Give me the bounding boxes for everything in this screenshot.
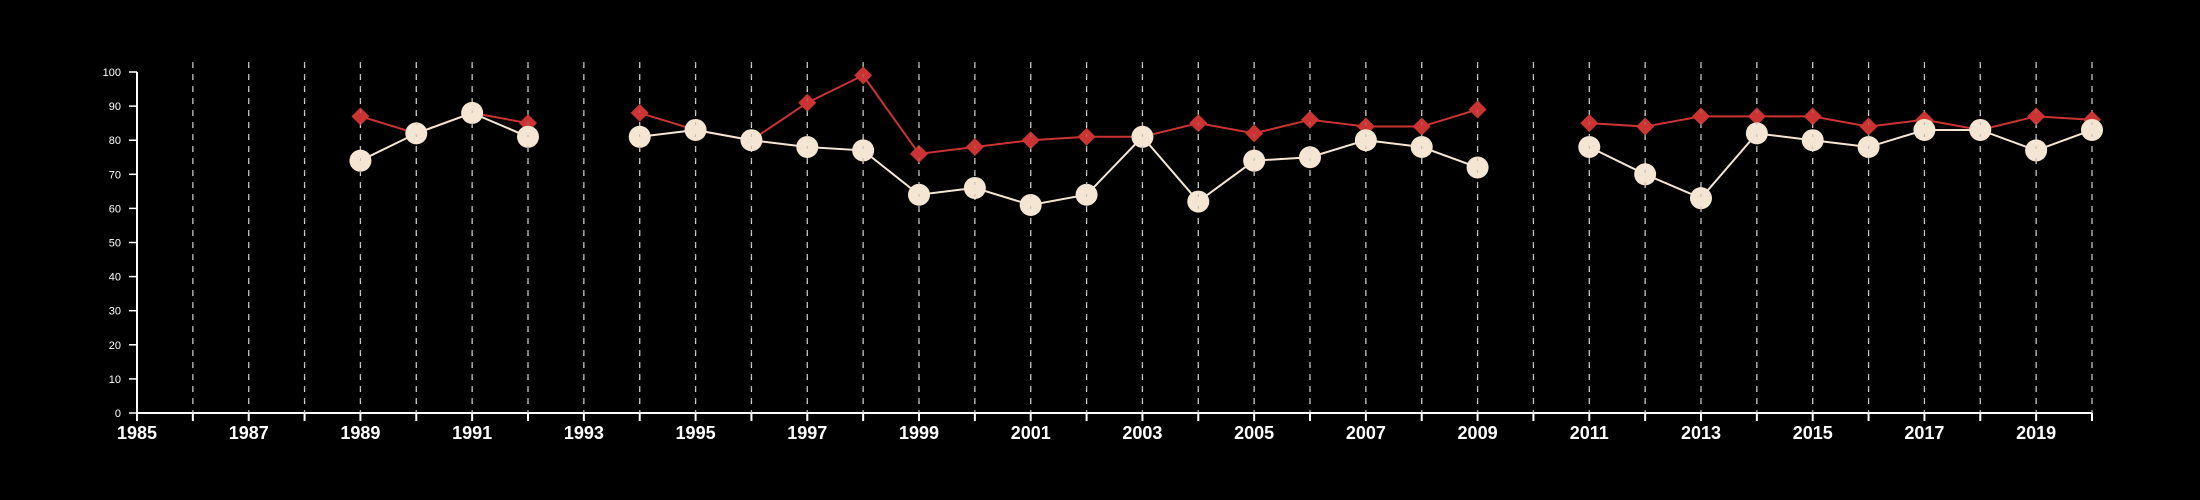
point-diamond-2001 xyxy=(1021,131,1040,150)
x-tick-label-2019: 2019 xyxy=(2016,423,2056,443)
x-tick-label-2007: 2007 xyxy=(1346,423,1386,443)
grid-lines xyxy=(192,62,2093,413)
point-circle-1990 xyxy=(405,122,428,145)
y-tick-label-60: 60 xyxy=(109,203,121,215)
point-diamond-1989 xyxy=(351,107,370,126)
point-circle-2014 xyxy=(1745,122,1768,145)
y-tick-label-80: 80 xyxy=(109,135,121,147)
y-tick-label-30: 30 xyxy=(109,306,121,318)
y-tick-label-90: 90 xyxy=(109,101,121,113)
y-tick-label-100: 100 xyxy=(103,67,121,79)
point-diamond-2016 xyxy=(1859,117,1878,136)
point-circle-2015 xyxy=(1801,129,1824,152)
x-tick-label-2017: 2017 xyxy=(1904,423,1944,443)
point-diamond-1997 xyxy=(798,93,817,112)
point-circle-2020 xyxy=(2081,118,2103,141)
point-diamond-2015 xyxy=(1803,107,1822,126)
x-tick-label-1997: 1997 xyxy=(787,423,827,443)
x-tick-label-1993: 1993 xyxy=(564,423,604,443)
series-line-segment xyxy=(1588,128,2093,200)
point-circle-2000 xyxy=(963,176,986,199)
point-circle-2006 xyxy=(1299,146,1321,169)
point-diamond-2019 xyxy=(2027,107,2046,126)
point-circle-2001 xyxy=(1019,193,1042,216)
point-circle-2017 xyxy=(1913,118,1936,141)
y-tick-label-40: 40 xyxy=(109,272,121,284)
point-circle-1995 xyxy=(684,118,707,141)
x-tick-label-2001: 2001 xyxy=(1011,423,1051,443)
point-diamond-2012 xyxy=(1636,117,1655,136)
point-diamond-2013 xyxy=(1692,107,1710,126)
x-tick-label-2005: 2005 xyxy=(1234,423,1274,443)
series-diamond xyxy=(351,66,2101,163)
point-circle-1998 xyxy=(852,139,875,162)
x-tick-label-2009: 2009 xyxy=(1458,423,1498,443)
point-circle-2013 xyxy=(1690,187,1712,210)
x-tick-label-1999: 1999 xyxy=(899,423,939,443)
x-tick-label-1985: 1985 xyxy=(117,423,157,443)
point-diamond-2014 xyxy=(1747,107,1766,126)
point-circle-2018 xyxy=(1969,118,1992,141)
point-circle-2004 xyxy=(1187,190,1210,213)
x-tick-label-1987: 1987 xyxy=(229,423,269,443)
point-circle-1996 xyxy=(740,129,763,152)
point-diamond-2008 xyxy=(1412,117,1431,136)
series-line-segment xyxy=(1589,115,2093,131)
tick-labels: 1985 1987 1989 1991 1993 1995 1997 1999 2001 2003… xyxy=(103,67,2057,443)
x-tick-label-2013: 2013 xyxy=(1681,423,1721,443)
x-tick-label-2011: 2011 xyxy=(1570,423,1609,443)
series-line-segment xyxy=(639,74,1478,155)
x-tick-label-1989: 1989 xyxy=(340,423,380,443)
point-diamond-2009 xyxy=(1468,100,1487,119)
point-circle-2009 xyxy=(1466,156,1489,179)
y-tick-label-20: 20 xyxy=(109,340,121,352)
point-diamond-2006 xyxy=(1301,110,1319,129)
y-tick-label-10: 10 xyxy=(109,374,121,386)
point-circle-2019 xyxy=(2025,139,2048,162)
x-tick-label-2003: 2003 xyxy=(1122,423,1162,443)
series-line-segment xyxy=(359,111,529,162)
x-tick-label-2015: 2015 xyxy=(1793,423,1833,443)
series xyxy=(192,62,2103,413)
point-diamond-1999 xyxy=(910,144,928,163)
series-line-segment xyxy=(639,128,1478,207)
y-tick-label-0: 0 xyxy=(115,408,121,420)
x-tick-label-1995: 1995 xyxy=(676,423,716,443)
point-circle-2012 xyxy=(1634,163,1657,186)
axes xyxy=(129,71,2093,421)
series-circle xyxy=(349,101,2103,216)
x-tick-label-1991: 1991 xyxy=(452,423,492,443)
y-tick-label-70: 70 xyxy=(109,169,121,181)
y-tick-label-50: 50 xyxy=(109,238,121,250)
point-diamond-2005 xyxy=(1245,124,1264,143)
point-circle-2007 xyxy=(1354,129,1377,152)
